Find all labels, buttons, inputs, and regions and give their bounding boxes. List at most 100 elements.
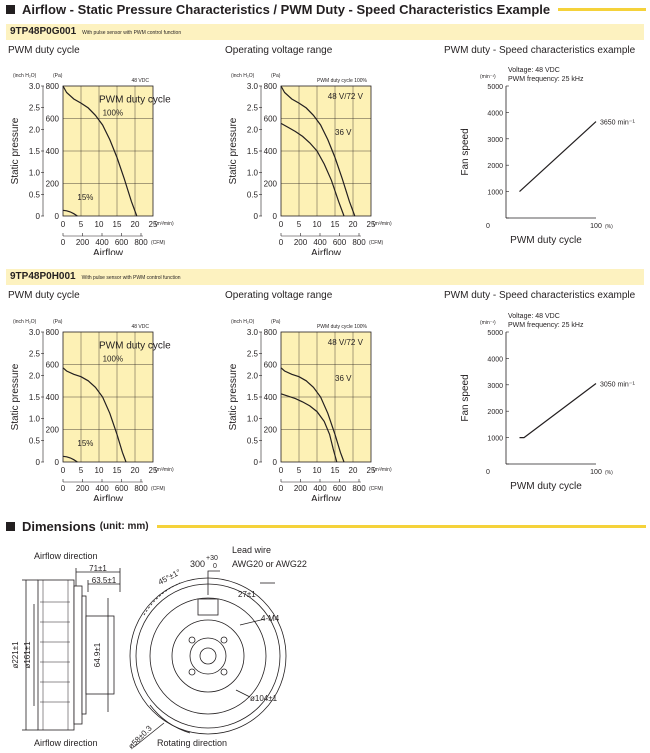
y-tick-label-pa: 400 [264,147,278,156]
dimensions-title: Dimensions [22,519,96,534]
cfm-tick-label: 800 [352,238,366,247]
curve-label-v1: 48 V/72 V [328,338,364,347]
curve-label-100: 100% [103,354,123,363]
fan-front-view-drawing: 45°±1° 300 +30 0 27±1 4-M4 ø104±1 ø58±0.… [127,555,287,751]
y-tick-label-inch: 0.5 [247,190,259,199]
dim-m4: 4-M4 [261,614,280,623]
y-tick-label: 5000 [487,84,503,91]
dimensions-unit: (unit: mm) [99,521,149,532]
section-bullet-icon [6,5,15,14]
dim-63: 63.5±1 [92,576,117,585]
x-tick-label: 100 [590,223,602,230]
curve-label-15: 15% [77,439,93,448]
x-tick-label: 10 [95,466,104,475]
y-tick-label-pa: 200 [264,426,278,435]
y-tick-label-pa: 200 [264,180,278,189]
y-axis-label: Fan speed [460,374,471,421]
y-tick-label-pa: 400 [46,393,60,402]
x-axis-label: Airflow [93,494,124,501]
dim-221: ø221±1 [11,641,20,669]
y-tick-label-pa: 400 [46,147,60,156]
y-unit-pa: (Pa) [53,73,63,79]
x-tick-label: 20 [131,220,140,229]
dim-wire-tol-minus: 0 [213,563,217,570]
y-tick-label: 1000 [487,190,503,197]
curve-label-100: 100% [103,108,123,117]
y-tick-label-pa: 0 [273,458,278,467]
series-line-0 [280,367,345,463]
y-tick-label-inch: 1.5 [29,147,41,156]
y-unit-pa: (Pa) [271,73,281,79]
y-tick-label-inch: 0 [36,458,41,467]
x-unit: (m³/min) [155,221,174,227]
x-tick-label: 20 [131,466,140,475]
x-axis-label: PWM duty cycle [510,481,582,491]
dim-64: 64.9±1 [93,642,102,667]
x-unit: (%) [605,470,613,476]
x-tick-label: 15 [331,220,340,229]
cfm-tick-label: 400 [313,238,327,247]
y-tick-label-inch: 2.0 [247,125,259,134]
model-bar-1: 9TP48P0G001 With pulse sensor with PWM co… [6,24,644,40]
cfm-tick-label: 200 [76,238,90,247]
y-tick-label-inch: 3.0 [247,82,259,91]
y-tick-label-inch: 0 [254,458,259,467]
dim-71: 71±1 [89,564,107,573]
x-unit: (m³/min) [155,467,174,473]
y-unit-pa: (Pa) [53,319,63,325]
cfm-tick-label: 600 [333,484,347,493]
panel-title-voltage-2: Operating voltage range [225,290,333,301]
x-tick-label: 15 [331,466,340,475]
y-unit: (min⁻¹) [480,320,496,326]
panel-title-pwm-2: PWM duty cycle [8,290,80,301]
series-line-1 [280,393,338,463]
section-header-dimensions: Dimensions (unit: mm) [6,519,646,534]
cfm-unit: (CFM) [369,240,383,246]
series-line-0 [280,85,356,217]
panel-title-speed-2: PWM duty - Speed characteristics example [444,290,636,301]
panel-title-speed-1: PWM duty - Speed characteristics example [444,45,636,56]
cfm-tick-label: 600 [115,238,129,247]
y-tick-label-inch: 1.5 [247,147,259,156]
x-tick-label: 20 [349,220,358,229]
x-axis-label: Airflow [93,248,124,255]
section-title: Airflow - Static Pressure Characteristic… [22,2,551,17]
y-tick-label-inch: 0.5 [29,436,41,445]
x-tick-label: 15 [113,220,122,229]
cfm-tick-label: 400 [95,238,109,247]
cfm-tick-label: 200 [76,484,90,493]
x-tick-label: 15 [113,466,122,475]
x-tick-label: 25 [149,466,158,475]
y-tick-label-pa: 400 [264,393,278,402]
y-tick-label-inch: 2.0 [29,371,41,380]
fan-side-view-drawing: 71±1 63.5±1 64.9±1 ø221±1 ø161±1 [11,564,121,731]
cfm-unit: (CFM) [151,486,165,492]
cfm-tick-label: 0 [279,484,284,493]
y-tick-label-pa: 800 [264,82,278,91]
lead-wire-label: Lead wire [232,545,272,555]
cfm-tick-label: 400 [95,484,109,493]
y-tick-label-inch: 2.5 [29,104,41,113]
cfm-unit: (CFM) [151,240,165,246]
dim-161: ø161±1 [23,641,32,669]
cfm-tick-label: 200 [294,238,308,247]
cfm-tick-label: 400 [313,484,327,493]
chart-pwm-duty-1: 0 5 10 15 20 25 0 200 400 600 800 0 0.5 1.0 1.5 2.0 2.5 3… [10,73,174,255]
section-header-airflow: Airflow - Static Pressure Characteristic… [6,2,646,17]
y-tick-label-inch: 1.5 [29,393,41,402]
rotating-direction-label: Rotating direction [157,738,228,748]
y-tick-label: 3000 [487,383,503,390]
panel-title-pwm-1: PWM duty cycle [8,45,80,56]
x-tick-label: 5 [79,466,84,475]
awg-label: AWG20 or AWG22 [232,559,307,569]
y-tick-label-pa: 200 [46,180,60,189]
y-tick-label-pa: 0 [55,212,60,221]
y-tick-label-inch: 0 [254,212,259,221]
chart-voltage-range-1: 0 5 10 15 20 25 0 200 400 600 800 0 0.5 1.0 1.5 2.0 2.5 3… [228,73,392,255]
y-tick-label-inch: 2.5 [247,350,259,359]
x-tick-label: 10 [313,220,322,229]
duty-note: PWM duty cycle 100% [317,78,368,84]
x-tick-label: 25 [367,466,376,475]
y-tick-label-inch: 1.0 [247,169,259,178]
y-unit-inch: (inch H₂O) [231,319,255,325]
